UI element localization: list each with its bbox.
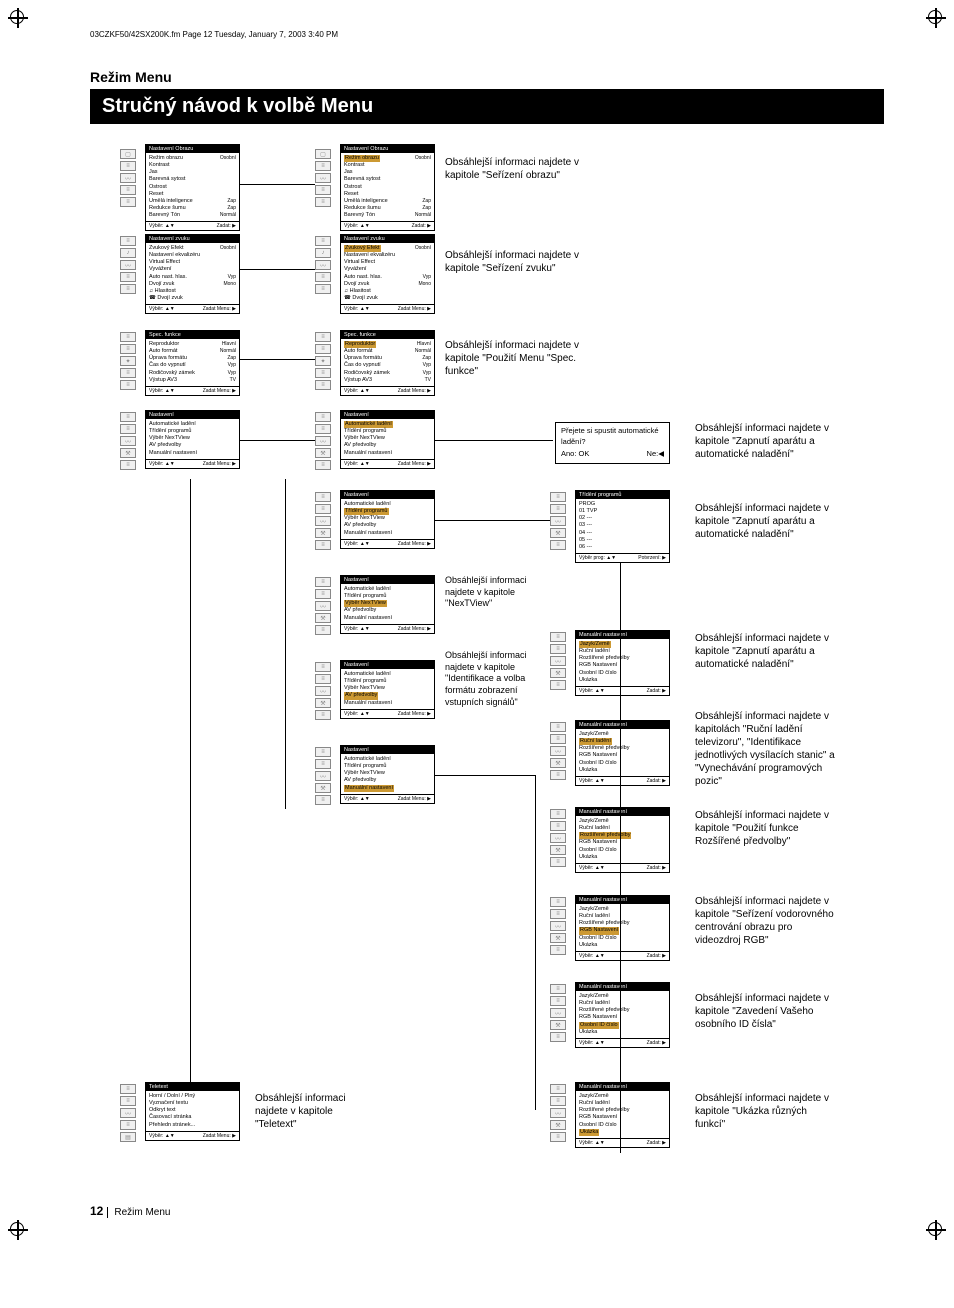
nast-r1: NastaveníAutomatické laděníTřídění progr… (340, 410, 435, 469)
auto-tune-popup: Přejete si spustit automatické ladění? A… (555, 422, 670, 464)
nast-r3: NastaveníAutomatické laděníTřídění progr… (340, 575, 435, 634)
icons: ≡≡〰⚒≡ (315, 412, 333, 472)
menu-flow-diagram: ▢≡〰≡≡ ≡♪〰≡≡ ≡≡✦≡≡ ≡≡〰⚒≡ ≡≡〰≡▤ ▢≡〰≡≡ ≡♪〰≡… (90, 144, 870, 1194)
icons: ≡≡〰⚒≡ (550, 984, 568, 1044)
icons: ▢≡〰≡≡ (315, 149, 333, 209)
man3: Manuální nastaveníJazyk/ZeměRuční ladění… (575, 807, 670, 873)
section-title: Režim Menu (90, 69, 884, 85)
icons: ≡≡〰⚒≡ (315, 492, 333, 552)
header: 03CZKF50/42SX200K.fm Page 12 Tuesday, Ja… (90, 30, 884, 39)
cap: Obsáhlejší informaci najdete v kapitole … (695, 809, 835, 848)
man6: Manuální nastaveníJazyk/ZeměRuční ladění… (575, 1082, 670, 1148)
cap: Obsáhlejší informaci najdete v kapitole … (695, 632, 835, 671)
cap: Obsáhlejší informaci najdete v kapitole … (445, 156, 585, 182)
cap: Obsáhlejší informaci najdete v kapitole … (255, 1092, 350, 1131)
cap: Obsáhlejší informaci najdete v kapitole … (445, 575, 535, 610)
icons: ≡≡〰⚒≡ (315, 577, 333, 637)
cap: Obsáhlejší informaci najdete v kapitole … (695, 502, 835, 541)
man1: Manuální nastaveníJazyk/ZeměRuční ladění… (575, 630, 670, 696)
obraz-r: Nastavení ObrazuRežim obrazuOsobníKontra… (340, 144, 435, 231)
nast-r5: NastaveníAutomatické laděníTřídění progr… (340, 745, 435, 804)
cap: Obsáhlejší informaci najdete v kapitole … (695, 895, 835, 947)
icons: ≡♪〰≡≡ (315, 236, 333, 296)
main-title: Stručný návod k volbě Menu (90, 89, 884, 124)
icons: ≡≡〰⚒≡ (315, 662, 333, 722)
cap: Obsáhlejší informaci najdete v kapitole … (445, 650, 535, 708)
cap: Obsáhlejší informaci najdete v kapitole … (695, 992, 835, 1031)
icons: ≡≡〰⚒≡ (550, 632, 568, 692)
cap: Obsáhlejší informaci najdete v kapitole … (695, 1092, 835, 1131)
icons: ≡♪〰≡≡ (120, 236, 138, 296)
icons: ≡≡〰⚒≡ (315, 747, 333, 807)
man4: Manuální nastaveníJazyk/ZeměRuční ladění… (575, 895, 670, 961)
icons: ≡≡✦≡≡ (315, 332, 333, 392)
nast-r2: NastaveníAutomatické laděníTřídění progr… (340, 490, 435, 549)
obraz-l: Nastavení ObrazuRežim obrazuOsobníKontra… (145, 144, 240, 231)
cap: Obsáhlejší informaci najdete v kapitolác… (695, 710, 835, 788)
cap: Obsáhlejší informaci najdete v kapitole … (445, 339, 585, 378)
cap: Obsáhlejší informaci najdete v kapitole … (695, 422, 835, 461)
nast-r4: NastaveníAutomatické laděníTřídění progr… (340, 660, 435, 719)
icons: ≡≡〰⚒≡ (120, 412, 138, 472)
icons: ≡≡〰⚒≡ (550, 897, 568, 957)
spec-l: Spec. funkceReproduktorHlavníAuto formát… (145, 330, 240, 396)
zvuk-l: Nastavení zvukuZvukový EfektOsobníNastav… (145, 234, 240, 314)
icons: ≡≡〰⚒≡ (550, 722, 568, 782)
icons: ≡≡〰≡▤ (120, 1084, 138, 1144)
nast-l: NastaveníAutomatické laděníTřídění progr… (145, 410, 240, 469)
man2: Manuální nastaveníJazyk/ZeměRuční ladění… (575, 720, 670, 786)
icons: ≡≡〰⚒≡ (550, 809, 568, 869)
tt: TeletextHorní / Dolní / PlnýVyznačení te… (145, 1082, 240, 1141)
icons: ≡≡〰⚒≡ (550, 1084, 568, 1144)
zvuk-r: Nastavení zvukuZvukový EfektOsobníNastav… (340, 234, 435, 314)
icons: ▢≡〰≡≡ (120, 149, 138, 209)
man5: Manuální nastaveníJazyk/ZeměRuční ladění… (575, 982, 670, 1048)
cap: Obsáhlejší informaci najdete v kapitole … (445, 249, 585, 275)
page-footer: 12Režim Menu (90, 1204, 884, 1218)
trideni: Třídění programůPROG01 TVP02 ---03 ---04… (575, 490, 670, 563)
spec-r: Spec. funkceReproduktorHlavníAuto formát… (340, 330, 435, 396)
icons: ≡≡〰⚒≡ (550, 492, 568, 552)
icons: ≡≡✦≡≡ (120, 332, 138, 392)
